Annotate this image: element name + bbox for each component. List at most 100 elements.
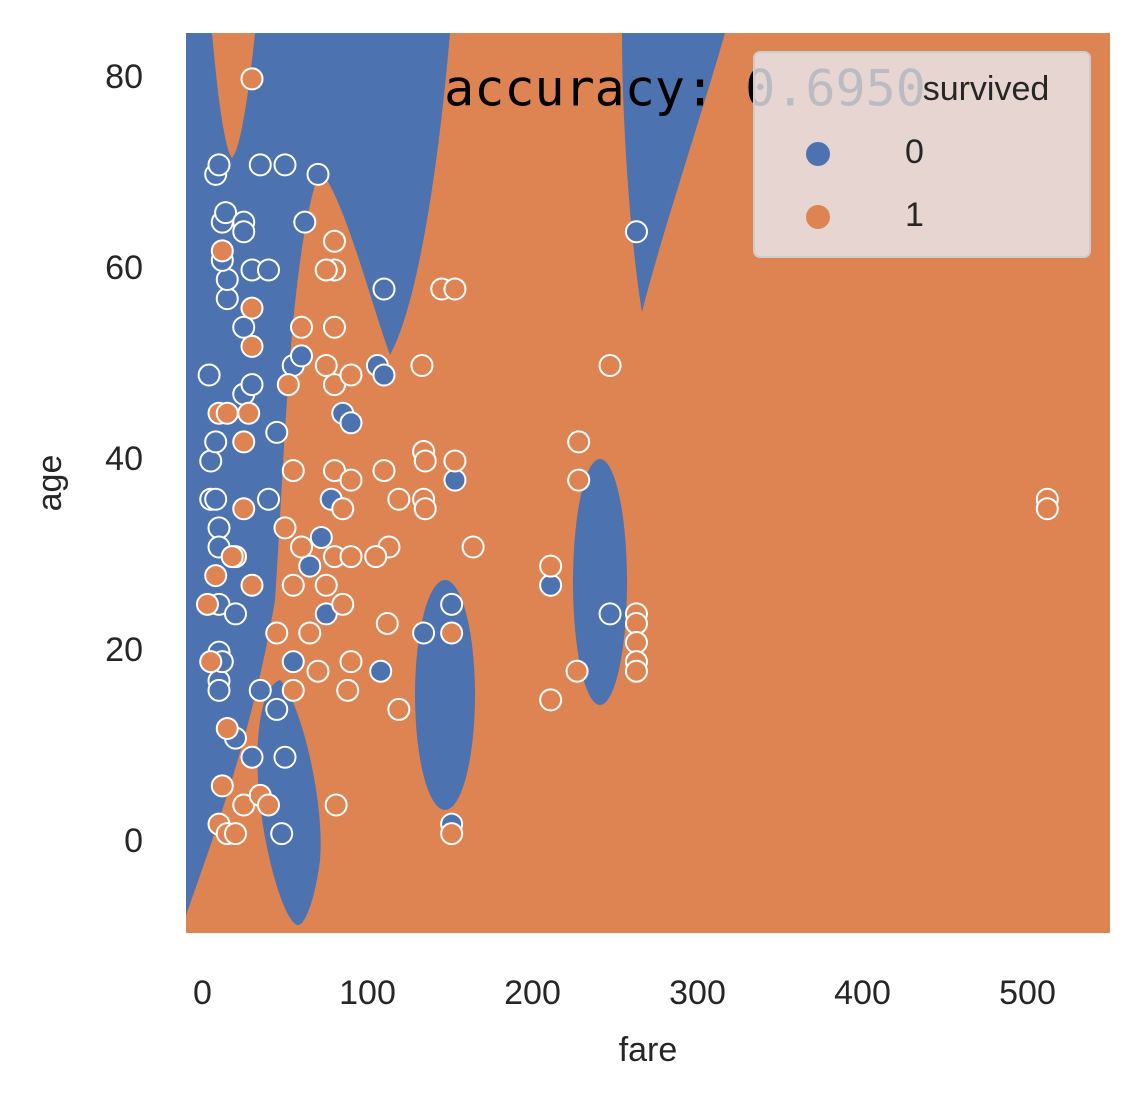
legend-marker [806,205,830,229]
point [413,449,437,473]
point [232,430,256,454]
point [372,363,396,387]
legend: survived 0 1 [753,51,1091,258]
point [220,545,244,569]
point [443,468,467,492]
point [265,420,289,444]
point [197,363,221,387]
point [539,573,563,597]
point [565,659,589,683]
point [598,602,622,626]
point [624,659,648,683]
decision-region [415,580,475,810]
point [387,697,411,721]
point [214,201,238,225]
point [270,822,294,846]
decision-region [622,33,725,312]
point [298,554,322,578]
point [281,573,305,597]
point [215,287,239,311]
legend-box [753,51,1091,258]
point [199,650,223,674]
point [539,554,563,578]
point [375,611,399,635]
point [273,745,297,769]
point [207,678,231,702]
point [240,573,264,597]
point [257,793,280,817]
point [232,315,256,339]
point [440,822,464,846]
point [232,497,256,521]
point [372,459,396,483]
point [331,592,355,616]
point [440,592,464,616]
point [410,353,434,377]
point [204,487,228,511]
y-tick-label: 20 [105,631,143,669]
x-tick-label: 0 [193,974,212,1012]
point [257,258,280,282]
x-axis-label: fare [619,1031,678,1069]
point [204,564,228,588]
point [412,621,436,645]
point [372,277,396,301]
point [293,210,317,234]
legend-marker [806,142,830,166]
point [207,153,231,177]
point [224,602,247,626]
point [195,592,219,616]
decision-region [573,459,627,705]
point [265,621,289,645]
point [240,67,264,91]
point [567,468,591,492]
y-tick-label: 40 [105,440,143,478]
point [276,373,300,397]
point [281,459,305,483]
point [1035,497,1059,521]
point [281,678,305,702]
legend-label: 0 [905,133,924,171]
point [314,258,338,282]
point [232,220,256,244]
point [273,153,297,177]
point [339,650,363,674]
point [290,535,313,559]
point [387,487,411,511]
point [323,315,346,339]
point [224,822,247,846]
point [624,220,648,244]
point [369,659,393,683]
point [273,516,297,540]
point [443,277,467,301]
point [339,468,363,492]
point [210,239,234,263]
point [248,678,272,702]
x-tick-label: 300 [669,974,726,1012]
point [298,621,322,645]
point [443,449,467,473]
y-tick-label: 80 [105,58,143,96]
point [248,153,272,177]
x-tick-label: 400 [834,974,891,1012]
point [339,411,363,435]
x-tick-label: 200 [504,974,561,1012]
point [237,401,261,425]
point [567,430,591,454]
point [364,545,388,569]
point [323,229,346,253]
y-tick-label: 0 [124,822,143,860]
point [306,659,330,683]
x-tick-label: 100 [339,974,396,1012]
point [324,793,348,817]
point [624,611,648,635]
point [624,631,648,655]
point [240,373,264,397]
point [314,573,338,597]
point [461,535,485,559]
point [215,401,239,425]
decision-region [257,680,321,925]
point [240,745,264,769]
point [290,315,313,339]
